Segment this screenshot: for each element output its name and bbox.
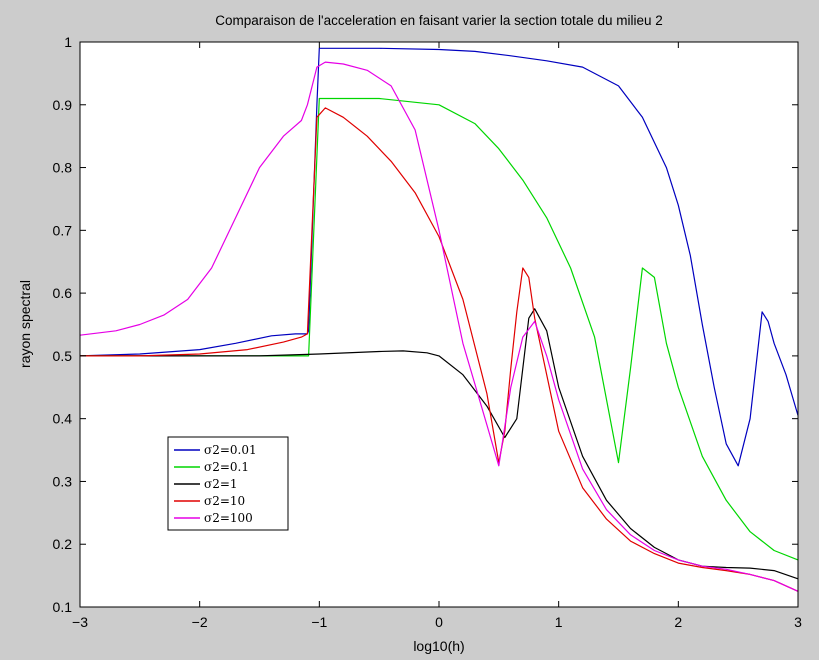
series-layer [79, 47, 799, 592]
y-tick-label: 0.5 [53, 348, 73, 364]
y-tick-label: 0.2 [53, 536, 73, 552]
y-tick-label: 0.7 [53, 222, 73, 238]
x-tick-label: 2 [674, 614, 682, 630]
legend: σ2=0.01 σ2=0.1 σ2=1 σ2=10 σ2=100 [167, 436, 289, 531]
legend-entry-label: σ2=1 [204, 477, 238, 491]
y-tick-label: 0.3 [53, 473, 73, 489]
legend-entry-label: σ2=10 [204, 494, 245, 508]
series-line-0 [79, 47, 799, 467]
y-tick-label: 0.9 [53, 97, 73, 113]
x-tick-label: −1 [311, 614, 327, 630]
x-tick-label: 0 [435, 614, 443, 630]
y-tick-label: 0.6 [53, 285, 73, 301]
y-tick-label: 1 [64, 34, 72, 50]
y-tick-label: 0.4 [53, 411, 73, 427]
tick-layer: −3 −2 −1 0 1 2 3 0.1 0.2 0.3 0.4 0.5 0.6 0.7 0.8 0.9 1 [53, 34, 803, 630]
x-axis-label: log10(h) [413, 638, 464, 654]
series-line-4 [79, 61, 799, 592]
x-tick-label: −2 [192, 614, 208, 630]
x-tick-label: 1 [555, 614, 563, 630]
y-axis-label: rayon spectral [17, 280, 33, 368]
series-line-3 [80, 107, 799, 592]
chart-title: Comparaison de l'acceleration en faisant… [215, 13, 663, 28]
x-tick-label: −3 [72, 614, 88, 630]
y-tick-label: 0.8 [53, 160, 73, 176]
legend-entry-label: σ2=0.1 [204, 460, 249, 474]
legend-entry-label: σ2=100 [204, 511, 253, 525]
x-tick-label: 3 [794, 614, 802, 630]
y-tick-label: 0.1 [53, 599, 73, 615]
series-line-1 [80, 97, 799, 561]
legend-entry-label: σ2=0.01 [204, 443, 257, 457]
